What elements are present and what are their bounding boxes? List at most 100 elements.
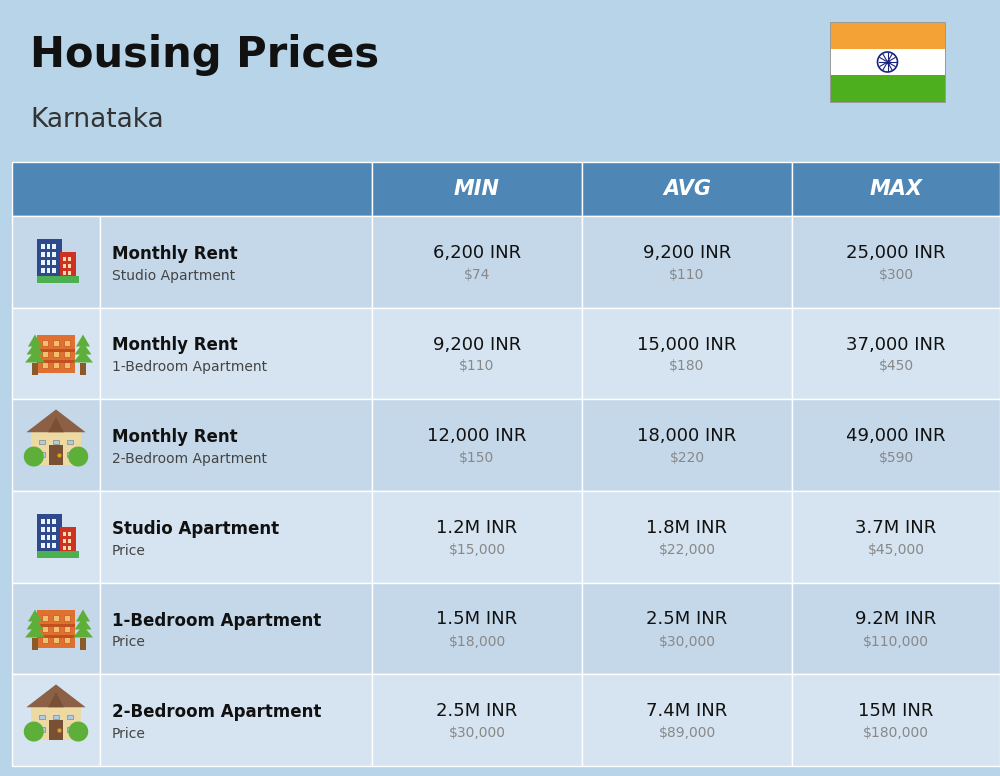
Bar <box>64 351 70 356</box>
Bar <box>792 216 1000 307</box>
Bar <box>63 546 66 549</box>
Polygon shape <box>26 684 86 707</box>
Bar <box>12 400 100 491</box>
Text: $300: $300 <box>878 268 914 282</box>
Text: $450: $450 <box>878 359 914 373</box>
Bar <box>80 362 86 375</box>
Bar <box>372 674 582 766</box>
Bar <box>582 307 792 400</box>
Bar <box>12 674 100 766</box>
Text: MAX: MAX <box>870 179 922 199</box>
Bar <box>47 251 50 257</box>
Bar <box>41 260 45 265</box>
Bar <box>63 539 66 542</box>
Bar <box>37 623 75 626</box>
Text: Studio Apartment: Studio Apartment <box>112 268 235 282</box>
Text: 9,200 INR: 9,200 INR <box>643 244 731 262</box>
Bar <box>42 636 48 643</box>
Text: 37,000 INR: 37,000 INR <box>846 335 946 354</box>
Text: Price: Price <box>112 636 146 650</box>
Bar <box>372 162 582 216</box>
Text: $45,000: $45,000 <box>868 543 924 557</box>
Bar <box>582 491 792 583</box>
Polygon shape <box>25 351 45 362</box>
Bar <box>582 162 792 216</box>
Bar <box>37 551 79 558</box>
Bar <box>41 244 45 249</box>
Polygon shape <box>48 692 64 707</box>
Text: $150: $150 <box>459 451 495 465</box>
Text: 3.7M INR: 3.7M INR <box>855 519 937 537</box>
Bar <box>52 244 56 249</box>
Bar <box>37 334 75 372</box>
Bar <box>31 432 81 465</box>
Text: 9,200 INR: 9,200 INR <box>433 335 521 354</box>
Bar <box>68 264 71 268</box>
Text: 18,000 INR: 18,000 INR <box>637 427 737 445</box>
Bar <box>100 216 372 307</box>
Bar <box>41 527 45 532</box>
Text: 2.5M INR: 2.5M INR <box>646 611 728 629</box>
Text: Price: Price <box>112 727 146 741</box>
Bar <box>53 351 59 356</box>
Text: 15M INR: 15M INR <box>858 702 934 720</box>
Polygon shape <box>76 334 90 347</box>
Polygon shape <box>73 625 93 638</box>
Bar <box>63 271 66 275</box>
Polygon shape <box>25 625 45 638</box>
Bar <box>41 251 45 257</box>
Circle shape <box>68 722 88 742</box>
Bar <box>37 514 62 556</box>
Bar <box>39 440 45 445</box>
Bar <box>372 216 582 307</box>
Text: 1.2M INR: 1.2M INR <box>436 519 518 537</box>
Bar <box>47 260 50 265</box>
Polygon shape <box>74 618 92 629</box>
Text: Housing Prices: Housing Prices <box>30 34 379 76</box>
Bar <box>47 542 50 548</box>
Bar <box>52 527 56 532</box>
Bar <box>37 239 62 281</box>
Text: Monthly Rent: Monthly Rent <box>112 337 238 355</box>
Bar <box>52 260 56 265</box>
Text: Karnataka: Karnataka <box>30 107 164 133</box>
Text: Studio Apartment: Studio Apartment <box>112 520 279 538</box>
Polygon shape <box>26 618 44 629</box>
Bar <box>830 22 945 102</box>
Text: Price: Price <box>112 544 146 558</box>
Bar <box>100 491 372 583</box>
Bar <box>53 440 59 445</box>
Text: $110,000: $110,000 <box>863 635 929 649</box>
Polygon shape <box>28 334 42 347</box>
Bar <box>830 22 945 49</box>
Bar <box>68 257 71 261</box>
Bar <box>63 264 66 268</box>
Text: AVG: AVG <box>663 179 711 199</box>
Text: 15,000 INR: 15,000 INR <box>637 335 737 354</box>
Text: 6,200 INR: 6,200 INR <box>433 244 521 262</box>
Circle shape <box>24 446 44 466</box>
Bar <box>39 715 45 719</box>
Text: 9.2M INR: 9.2M INR <box>855 611 937 629</box>
Polygon shape <box>76 609 90 622</box>
Polygon shape <box>73 351 93 362</box>
Bar <box>47 268 50 272</box>
Bar <box>31 707 81 740</box>
Bar <box>47 527 50 532</box>
Text: $180: $180 <box>669 359 705 373</box>
Polygon shape <box>26 410 86 432</box>
Polygon shape <box>74 342 92 355</box>
Text: $89,000: $89,000 <box>658 726 716 740</box>
Bar <box>63 257 66 261</box>
Bar <box>372 307 582 400</box>
Text: 12,000 INR: 12,000 INR <box>427 427 527 445</box>
Bar <box>67 440 73 445</box>
Text: $30,000: $30,000 <box>448 726 506 740</box>
Bar <box>63 532 66 536</box>
Bar <box>64 625 70 632</box>
Bar <box>39 452 45 456</box>
Bar <box>12 216 100 307</box>
Text: Monthly Rent: Monthly Rent <box>112 428 238 446</box>
Bar <box>80 638 86 650</box>
Bar <box>582 583 792 674</box>
